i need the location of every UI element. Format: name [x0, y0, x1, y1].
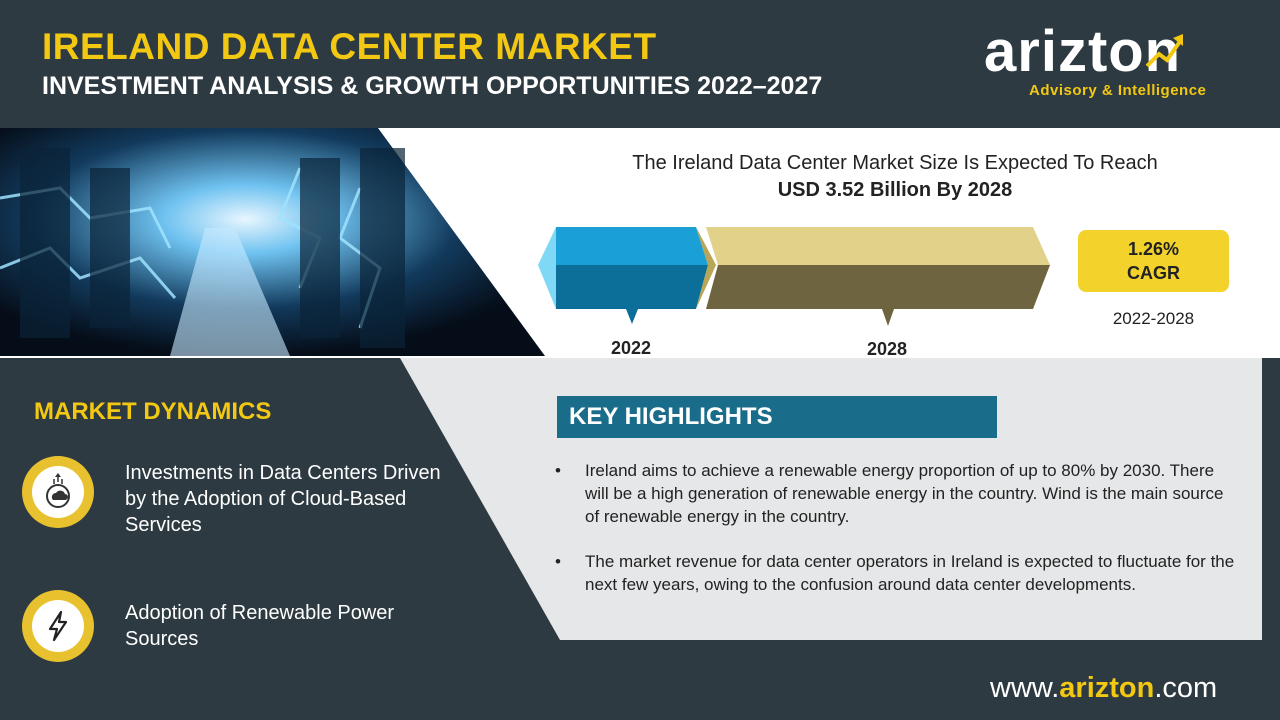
- market-size-statement: The Ireland Data Center Market Size Is E…: [590, 150, 1200, 204]
- highlight-text: Ireland aims to achieve a renewable ener…: [585, 461, 1224, 526]
- end-year-label: 2028: [867, 339, 908, 359]
- bar-2028-pointer: [882, 309, 894, 326]
- market-growth-bars: [538, 227, 1050, 326]
- cagr-value: 1.26%: [1127, 239, 1180, 259]
- page-subtitle: INVESTMENT ANALYSIS & GROWTH OPPORTUNITI…: [42, 72, 823, 100]
- dynamics-icon-ring: [22, 456, 94, 528]
- dynamics-icon-ring: [22, 590, 94, 662]
- bar-2022-bottom-face: [556, 265, 708, 309]
- cagr-label: CAGR: [1127, 263, 1180, 283]
- lightning-bolt-icon: [48, 610, 68, 642]
- logo-growth-arrow-icon: [1145, 34, 1183, 68]
- bar-2028-top-face: [706, 227, 1050, 265]
- key-highlights-title: KEY HIGHLIGHTS: [569, 403, 773, 430]
- dynamics-item-text: Adoption of Renewable Power Sources: [125, 602, 395, 650]
- market-size-line-1: The Ireland Data Center Market Size Is E…: [632, 152, 1158, 174]
- market-size-line-2: USD 3.52 Billion By 2028: [777, 179, 1013, 201]
- website-link[interactable]: www.arizton.com: [990, 672, 1217, 705]
- dynamics-item-cloud: Investments in Data Centers Driven by th…: [22, 456, 472, 546]
- market-dynamics-title: MARKET DYNAMICS: [34, 398, 272, 425]
- start-year-label: 2022: [611, 338, 652, 358]
- url-brand: arizton: [1059, 672, 1155, 704]
- header-banner: IRELAND DATA CENTER MARKET INVESTMENT AN…: [0, 0, 1280, 128]
- bar-2022-pointer: [626, 309, 638, 324]
- bar-2028-end-cap: [696, 227, 716, 309]
- highlight-text: The market revenue for data center opera…: [585, 552, 1235, 594]
- key-highlights-list: • Ireland aims to achieve a renewable en…: [552, 459, 1242, 618]
- bar-2028-bottom-face: [706, 265, 1050, 309]
- page-title: IRELAND DATA CENTER MARKET: [42, 26, 657, 67]
- url-prefix: www.: [990, 672, 1060, 704]
- bar-2022-top-face: [556, 227, 708, 265]
- key-highlights-header: KEY HIGHLIGHTS: [557, 396, 997, 438]
- dynamics-item-renewable: Adoption of Renewable Power Sources: [22, 590, 472, 680]
- logo-tagline: Advisory & Intelligence: [1029, 82, 1207, 99]
- cloud-investment-icon: [46, 473, 70, 508]
- cagr-period: 2022-2028: [1112, 309, 1195, 328]
- arizton-logo: arizton Advisory & Intelligence: [984, 18, 1244, 108]
- url-suffix: .com: [1154, 672, 1218, 704]
- list-item: • Ireland aims to achieve a renewable en…: [552, 459, 1242, 528]
- bar-2022-end-cap: [538, 227, 556, 309]
- bullet-dot: •: [555, 552, 561, 571]
- logo-wordmark: arizton: [984, 19, 1182, 84]
- bullet-dot: •: [555, 461, 561, 480]
- list-item: • The market revenue for data center ope…: [552, 550, 1242, 596]
- dynamics-item-text: Investments in Data Centers Driven by th…: [125, 462, 441, 536]
- data-center-corridor-image: [0, 128, 545, 356]
- cagr-badge: 1.26% CAGR: [1078, 230, 1229, 292]
